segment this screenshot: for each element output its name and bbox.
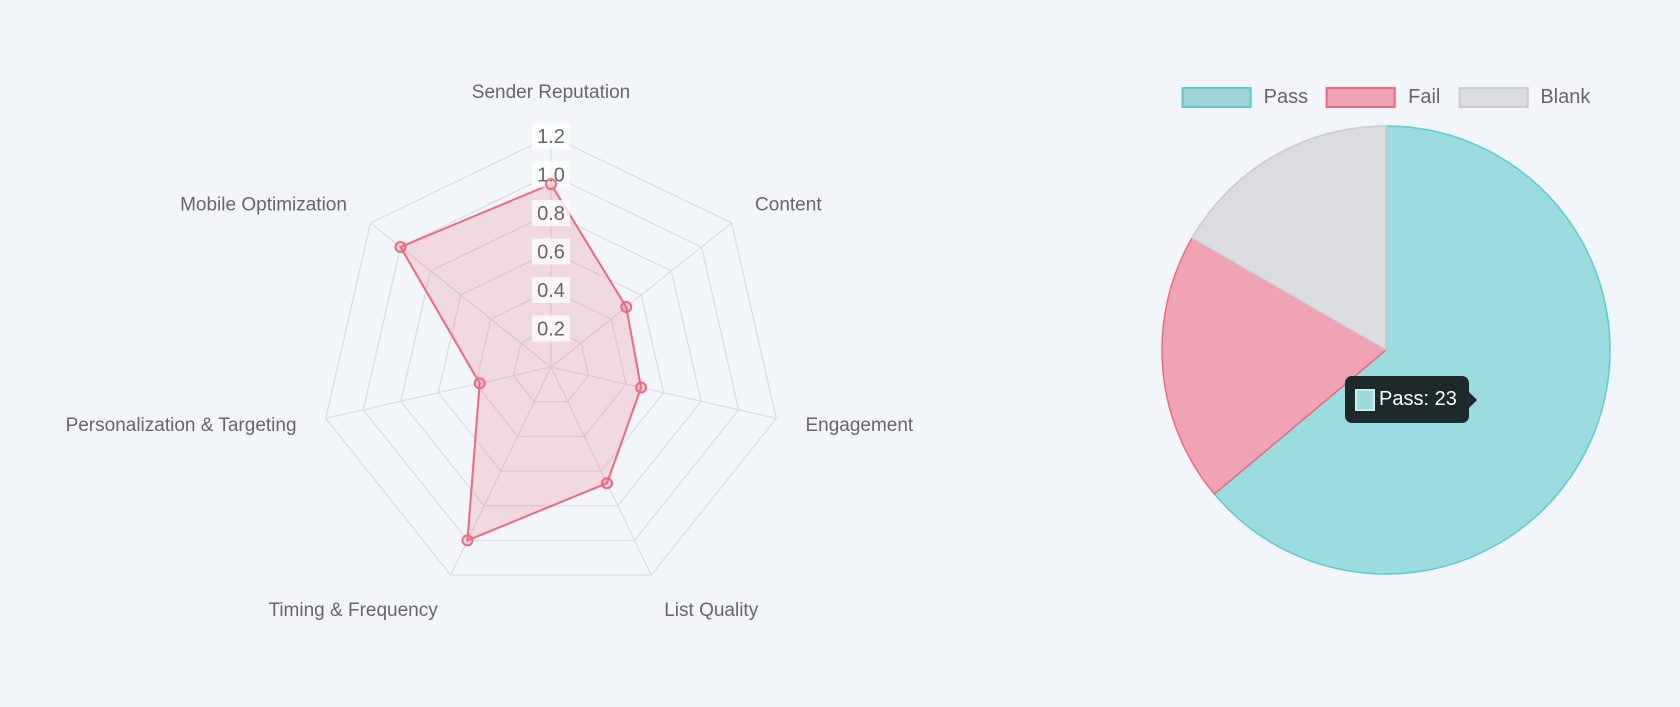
- radar-data-point: [394, 240, 407, 253]
- radar-tick-backdrop: [532, 277, 570, 303]
- radar-tick-label: 0.4: [537, 280, 565, 302]
- radar-tick-label: 1.0: [537, 165, 565, 187]
- radar-tick-backdrop: [532, 238, 570, 265]
- legend-label-pass: Pass: [1263, 86, 1309, 108]
- radar-data-point: [620, 300, 633, 313]
- tooltip-swatch: [1355, 388, 1375, 411]
- radar-grid-ring: [475, 289, 627, 437]
- radar-data-point: [545, 178, 557, 191]
- legend-label-fail: Fail: [1408, 86, 1441, 108]
- pie-slice-fail: [1161, 236, 1388, 496]
- radar-axis-label: Content: [755, 194, 822, 215]
- pie-slice-blank: [1190, 125, 1387, 352]
- radar-grid-ring: [512, 327, 590, 403]
- radar-grid-ring: [437, 250, 665, 472]
- radar-axis-label: Engagement: [805, 415, 913, 436]
- radar-axis-label: Timing & Frequency: [268, 600, 438, 621]
- radar-axis-label: Sender Reputation: [472, 82, 630, 103]
- legend-label-blank: Blank: [1540, 86, 1591, 108]
- radar-tick-backdrop: [532, 200, 570, 226]
- legend-item-blank[interactable]: Blank: [1458, 86, 1590, 109]
- radar-spoke: [550, 222, 732, 368]
- legend-swatch-fail: [1326, 87, 1397, 108]
- radar-grid-ring: [362, 173, 740, 542]
- radar-data-point: [473, 377, 486, 390]
- radar-axis-label: Personalization & Targeting: [66, 415, 297, 436]
- pie-legend: Pass Fail Blank: [1181, 86, 1590, 109]
- radar-tick-label: 0.6: [537, 242, 565, 264]
- legend-swatch-blank: [1458, 87, 1529, 108]
- radar-axis-label: Mobile Optimization: [180, 194, 347, 215]
- radar-spoke: [550, 366, 652, 576]
- radar-data-point: [635, 381, 648, 394]
- radar-tick-label: 0.2: [537, 319, 565, 341]
- radar-spoke: [325, 366, 552, 419]
- legend-swatch-pass: [1181, 87, 1252, 108]
- tooltip-label: Pass: 23: [1379, 388, 1457, 410]
- radar-tick-backdrop: [532, 315, 570, 342]
- radar-grid-ring: [325, 135, 777, 576]
- radar-tick-backdrop: [532, 161, 570, 188]
- radar-tick-label: 1.2: [537, 126, 565, 148]
- radar-tick-label: 0.8: [537, 203, 565, 225]
- legend-item-pass[interactable]: Pass: [1181, 86, 1309, 109]
- legend-item-fail[interactable]: Fail: [1326, 86, 1440, 109]
- radar-spoke: [550, 366, 777, 419]
- pie-tooltip: Pass: 23: [1345, 376, 1477, 423]
- radar-data-point: [600, 477, 613, 490]
- pie-slice-pass: [1213, 125, 1611, 575]
- radar-data-area: [399, 182, 643, 542]
- radar-axis-label: List Quality: [664, 600, 758, 621]
- radar-tick-backdrop: [532, 123, 570, 149]
- radar-data-point: [461, 534, 474, 547]
